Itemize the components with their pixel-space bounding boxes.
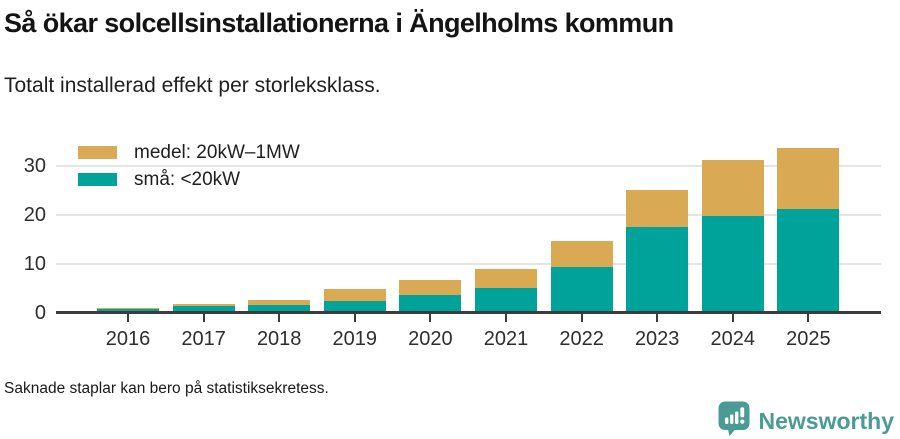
bar-segment-sma-2021 bbox=[475, 287, 537, 311]
bar-segment-sma-2017 bbox=[172, 306, 235, 311]
bar-segment-sma-2022 bbox=[550, 266, 613, 311]
chart-subtitle: Totalt installerad effekt per storlekskl… bbox=[4, 74, 381, 97]
legend-item-medel: medel: 20kW–1MW bbox=[78, 141, 300, 163]
y-axis-label: 0 bbox=[34, 301, 46, 324]
x-tick-2022 bbox=[580, 314, 583, 322]
bar-segment-sma-2018 bbox=[248, 305, 311, 311]
y-axis-label: 10 bbox=[23, 252, 46, 275]
x-axis-label-2016: 2016 bbox=[105, 328, 151, 350]
x-axis-label-2017: 2017 bbox=[181, 328, 226, 350]
bar-segment-sma-2016 bbox=[97, 309, 159, 311]
y-axis-label: 30 bbox=[23, 154, 46, 177]
x-tick-2019 bbox=[353, 314, 356, 322]
bar-segment-medel-2022 bbox=[550, 240, 613, 267]
bar-segment-medel-2016 bbox=[97, 308, 159, 310]
legend-label-medel: medel: 20kW–1MW bbox=[134, 141, 300, 163]
legend: medel: 20kW–1MW små: <20kW bbox=[78, 141, 300, 198]
brand-logo: Newsworthy bbox=[717, 400, 894, 439]
bar-segment-medel-2024 bbox=[701, 160, 764, 217]
x-tick-2017 bbox=[202, 314, 205, 322]
newsworthy-speech-bubble-chart-icon bbox=[717, 400, 751, 439]
bar-segment-medel-2018 bbox=[248, 300, 311, 306]
bar-segment-sma-2024 bbox=[701, 216, 764, 311]
legend-swatch-sma bbox=[78, 173, 117, 186]
footnote: Saknade staplar kan bero på statistiksek… bbox=[4, 380, 329, 397]
x-tick-2025 bbox=[807, 314, 810, 322]
bar-segment-sma-2020 bbox=[399, 294, 462, 311]
bar-segment-medel-2023 bbox=[626, 189, 689, 228]
gridline-30 bbox=[56, 164, 881, 167]
y-axis-label: 20 bbox=[23, 203, 46, 226]
bar-segment-medel-2020 bbox=[399, 280, 462, 295]
bar-segment-sma-2023 bbox=[626, 227, 689, 311]
bar-segment-medel-2025 bbox=[777, 148, 840, 209]
x-tick-2024 bbox=[731, 314, 734, 322]
x-tick-2018 bbox=[278, 314, 281, 322]
bar-segment-medel-2019 bbox=[323, 288, 386, 302]
x-tick-2021 bbox=[505, 314, 507, 322]
bar-segment-medel-2017 bbox=[172, 303, 235, 307]
x-axis-label-2018: 2018 bbox=[256, 328, 302, 350]
legend-swatch-medel bbox=[78, 146, 117, 159]
bar-segment-medel-2021 bbox=[475, 268, 537, 288]
x-axis-label-2022: 2022 bbox=[559, 328, 604, 350]
x-axis-label-2021: 2021 bbox=[483, 328, 529, 350]
x-tick-2020 bbox=[429, 314, 432, 322]
x-axis-label-2023: 2023 bbox=[634, 328, 680, 350]
x-axis-label-2020: 2020 bbox=[408, 328, 453, 350]
bar-segment-sma-2019 bbox=[323, 301, 386, 311]
x-axis-line bbox=[56, 311, 881, 314]
x-axis-label-2024: 2024 bbox=[710, 328, 756, 350]
legend-label-sma: små: <20kW bbox=[134, 168, 241, 190]
bar-segment-sma-2025 bbox=[777, 208, 840, 311]
gridline-20 bbox=[56, 213, 881, 216]
x-axis-label-2019: 2019 bbox=[332, 328, 378, 350]
chart-title: Så ökar solcellsinstallationerna i Ängel… bbox=[4, 8, 674, 38]
gridline-10 bbox=[56, 262, 881, 265]
legend-item-sma: små: <20kW bbox=[78, 168, 300, 190]
brand-name: Newsworthy bbox=[758, 407, 894, 434]
x-tick-2016 bbox=[127, 314, 129, 322]
x-tick-2023 bbox=[656, 314, 659, 322]
x-axis-label-2025: 2025 bbox=[786, 328, 831, 350]
